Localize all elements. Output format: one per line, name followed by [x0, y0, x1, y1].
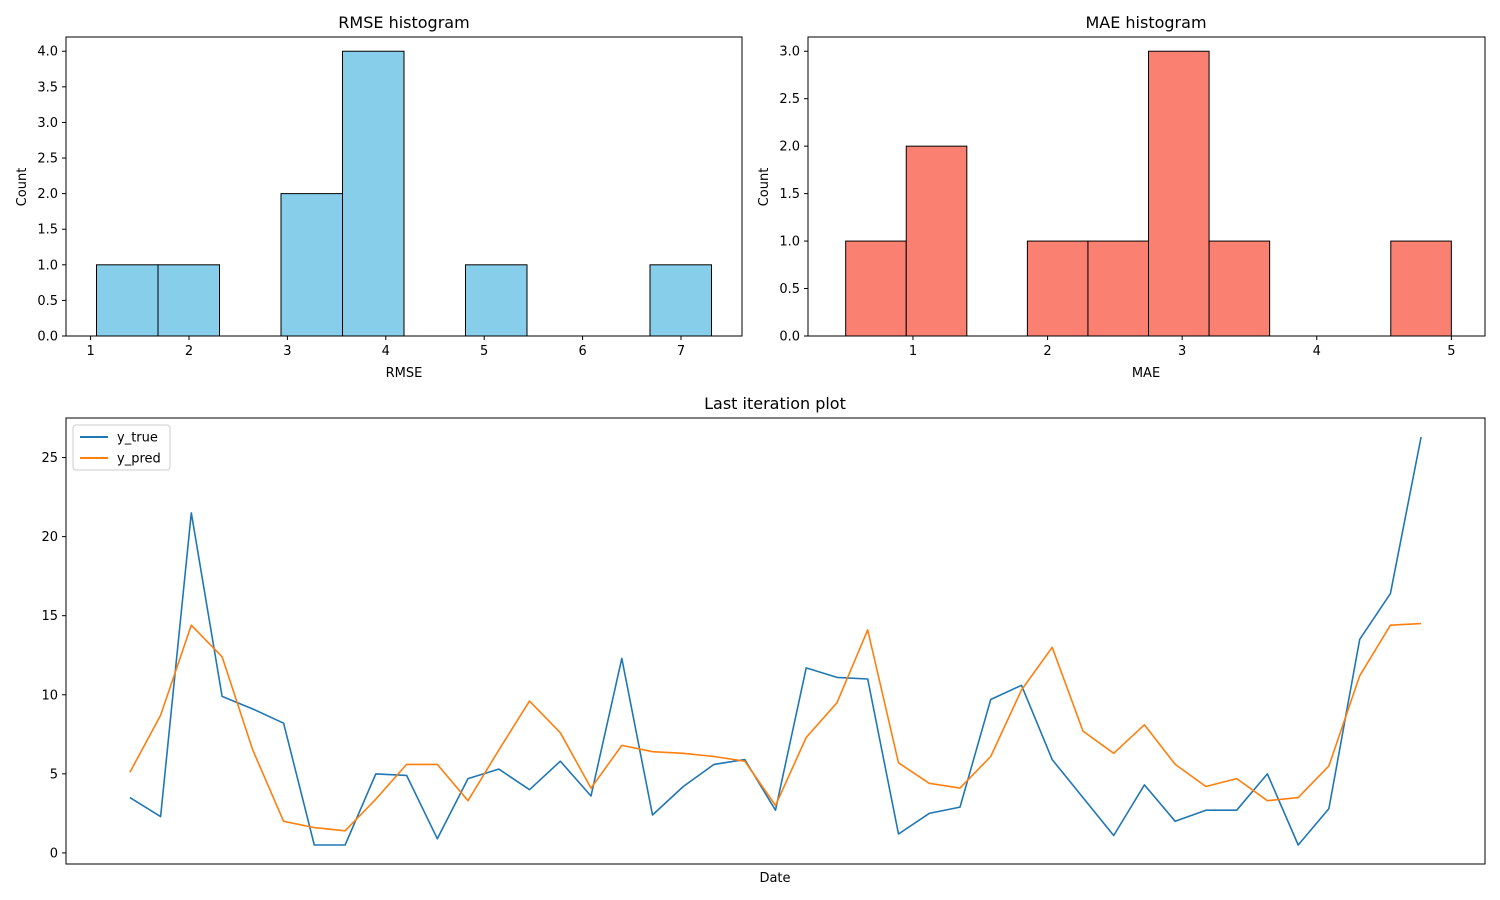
last-iteration-y-ticks: 0 5 10 15 20 25	[41, 451, 66, 861]
rmse-x-tick-label-5: 6	[578, 344, 586, 359]
rmse-x-axis-label: RMSE	[386, 366, 423, 381]
rmse-axes-frame	[65, 36, 743, 337]
rmse-y-ticks: 0.0 0.5 1.0 1.5 2.0 2.5 3.0 3.5 4.0	[37, 45, 66, 345]
mae-bars	[845, 50, 1452, 337]
mae-y-tick-label-5: 2.5	[779, 92, 800, 107]
last-y-tick-label-4: 20	[41, 530, 58, 545]
last-y-tick-label-5: 25	[41, 451, 58, 466]
mae-y-tick-label-6: 3.0	[779, 45, 800, 60]
mae-x-tick-label-1: 2	[1043, 344, 1051, 359]
last-iteration-axes: Last iteration plot 0 5 10 15 20 25 Date y_tr…	[41, 394, 1486, 886]
rmse-x-ticks: 1 2 3 4 5 6 7	[86, 336, 685, 359]
mae-x-tick-label-0: 1	[909, 344, 917, 359]
rmse-y-tick-label-3: 1.5	[37, 223, 58, 238]
mae-y-tick-label-0: 0.0	[779, 330, 800, 345]
mae-y-axis-label: Count	[757, 168, 772, 207]
last-y-tick-label-1: 5	[50, 767, 58, 782]
rmse-x-tick-label-6: 7	[677, 344, 685, 359]
mae-x-axis-label: MAE	[1132, 366, 1160, 381]
rmse-y-tick-label-7: 3.5	[37, 80, 58, 95]
last-iteration-x-axis-label: Date	[759, 871, 790, 886]
mae-y-tick-label-2: 1.0	[779, 235, 800, 250]
rmse-bar-9	[649, 264, 712, 337]
mae-axes-frame	[807, 36, 1486, 337]
mae-chart-title: MAE histogram	[1085, 13, 1206, 32]
mae-y-tick-label-4: 2.0	[779, 140, 800, 155]
series-line-y-pred	[129, 622, 1422, 832]
last-iteration-axes-frame	[65, 417, 1486, 865]
rmse-x-tick-label-2: 3	[283, 344, 291, 359]
rmse-y-tick-label-8: 4.0	[37, 45, 58, 60]
last-iteration-title: Last iteration plot	[704, 394, 846, 413]
rmse-y-tick-label-6: 3.0	[37, 116, 58, 131]
mae-y-tick-label-1: 0.5	[779, 282, 800, 297]
legend: y_true y_pred	[72, 424, 171, 471]
series-lines	[129, 436, 1422, 846]
mae-bar-9	[1390, 240, 1452, 337]
rmse-y-tick-label-0: 0.0	[37, 330, 58, 345]
mae-bar-1	[905, 145, 968, 337]
rmse-bars	[96, 50, 712, 337]
last-y-tick-label-3: 15	[41, 609, 58, 624]
mae-x-tick-label-2: 3	[1178, 344, 1186, 359]
mae-bar-5	[1148, 50, 1210, 337]
mae-bar-0	[845, 240, 907, 337]
rmse-histogram-axes: RMSE histogram 1 2 3 4 5 6 7 0.0 0.5 1.0 1.5 2.0 2.…	[15, 13, 743, 381]
rmse-y-axis-label: Count	[15, 168, 30, 207]
rmse-y-tick-label-1: 0.5	[37, 294, 58, 309]
series-line-y-true	[129, 436, 1422, 846]
mae-y-tick-label-3: 1.5	[779, 187, 800, 202]
legend-label-y-true: y_true	[117, 431, 158, 446]
mae-x-tick-label-4: 5	[1447, 344, 1455, 359]
mae-bar-3	[1026, 240, 1089, 337]
rmse-bar-6	[464, 264, 528, 337]
rmse-bar-4	[342, 50, 405, 337]
rmse-bar-0	[96, 264, 159, 337]
mae-bar-4	[1087, 240, 1150, 337]
mae-x-ticks: 1 2 3 4 5	[909, 336, 1455, 359]
mae-x-tick-label-3: 4	[1313, 344, 1321, 359]
last-y-tick-label-0: 0	[50, 846, 58, 861]
mae-bar-6	[1208, 240, 1271, 337]
rmse-y-tick-label-5: 2.5	[37, 152, 58, 167]
last-y-tick-label-2: 10	[41, 688, 58, 703]
mae-histogram-axes: MAE histogram 1 2 3 4 5 0.0 0.5 1.0 1.5 2.0 2.5 3.…	[757, 13, 1486, 381]
mae-y-ticks: 0.0 0.5 1.0 1.5 2.0 2.5 3.0	[779, 45, 808, 345]
rmse-x-tick-label-1: 2	[185, 344, 193, 359]
rmse-x-tick-label-3: 4	[382, 344, 390, 359]
rmse-x-tick-label-4: 5	[480, 344, 488, 359]
rmse-bar-1	[157, 264, 221, 337]
rmse-bar-3	[280, 193, 344, 337]
legend-label-y-pred: y_pred	[117, 452, 161, 467]
rmse-chart-title: RMSE histogram	[338, 13, 469, 32]
rmse-x-tick-label-0: 1	[86, 344, 94, 359]
rmse-y-tick-label-4: 2.0	[37, 187, 58, 202]
rmse-y-tick-label-2: 1.0	[37, 258, 58, 273]
